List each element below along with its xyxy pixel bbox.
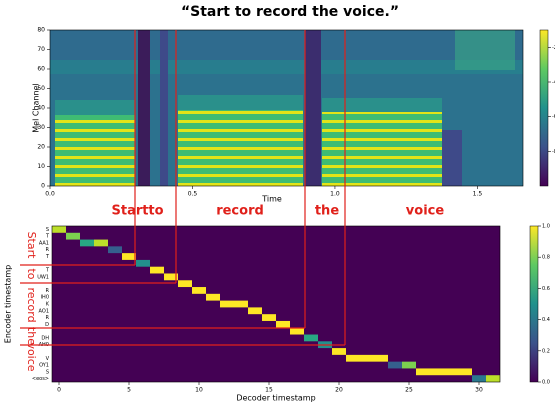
attention-cell (402, 362, 416, 369)
y-tick-label: 50 (37, 85, 45, 92)
y-tick-label: OY1 (39, 363, 49, 369)
attention-cell (122, 253, 136, 260)
attention-cell (192, 287, 206, 294)
y-tick-label: R (46, 247, 50, 253)
y-tick-label: R (46, 288, 50, 294)
colorbar-tick-label: 0.6 (542, 286, 550, 292)
attention-cell (234, 301, 248, 308)
y-tick-label: 80 (37, 27, 45, 34)
x-tick-label: 20 (335, 387, 343, 394)
y-tick-label: T (45, 234, 50, 240)
y-tick-label: T (45, 254, 50, 260)
figure: “Start to record the voice.” Time Mel Ch… (0, 0, 555, 405)
attention-cell (388, 362, 402, 369)
y-tick-label: R (46, 315, 50, 321)
attention-cell (444, 368, 458, 375)
attention-cell (346, 355, 360, 362)
word-label: to (25, 268, 38, 279)
y-tick-label: S (46, 369, 49, 375)
colorbar (530, 226, 538, 382)
attention-cell (94, 240, 108, 247)
y-tick-label: 60 (37, 66, 45, 73)
attention-cell (360, 355, 374, 362)
attention-cell (290, 328, 304, 335)
colorbar-tick-label: 0.2 (542, 348, 550, 354)
x-tick-label: 15 (265, 387, 273, 394)
attention-cell (178, 280, 192, 287)
y-tick-label: UW1 (37, 274, 49, 280)
colorbar-tick-label: 1.0 (542, 224, 550, 230)
attention-cell (416, 368, 430, 375)
y-tick-label: IH0 (41, 295, 49, 301)
attention-cell (332, 348, 346, 355)
y-tick-label: 0 (41, 183, 45, 190)
x-axis-label: Time (261, 195, 282, 204)
x-tick-label: 1.5 (473, 191, 483, 198)
attention-cell (430, 368, 444, 375)
y-tick-label: K (46, 302, 50, 308)
attention-cell (108, 246, 122, 253)
x-tick-label: 25 (405, 387, 413, 394)
x-tick-label: 0 (57, 387, 61, 394)
attention-cell (276, 321, 290, 328)
colorbar-tick-label: 0.0 (542, 380, 550, 386)
attention-cell (262, 314, 276, 321)
title: “Start to record the voice.” (181, 4, 399, 20)
word-label: voice (25, 342, 38, 371)
y-tick-label: AA1 (39, 240, 49, 246)
y-tick-label: S (46, 227, 49, 233)
attention-cell (52, 226, 66, 233)
x-axis-label: Decoder timestamp (236, 394, 315, 403)
y-tick-label: 20 (37, 144, 45, 151)
attention-cell (150, 267, 164, 274)
word-label: record (216, 204, 264, 219)
x-tick-label: 0.5 (188, 191, 198, 198)
attention-cell (206, 294, 220, 301)
x-tick-label: 0.0 (45, 191, 55, 198)
attention-cell (374, 355, 388, 362)
attention-cell (136, 260, 150, 267)
y-tick-label: D (45, 322, 49, 328)
colorbar-tick-label: 0.8 (542, 255, 550, 261)
y-tick-label: 40 (37, 105, 45, 112)
word-label: to (148, 204, 163, 219)
x-tick-label: 30 (475, 387, 483, 394)
attention-cell (66, 233, 80, 240)
colorbar (540, 30, 548, 186)
word-label: Start (112, 204, 149, 219)
attention-cell (220, 301, 234, 308)
word-label: voice (406, 204, 445, 219)
y-tick-label: 10 (37, 163, 45, 170)
word-label: the (315, 204, 339, 219)
colorbar-tick-label: 0.4 (542, 317, 550, 323)
y-tick-label: AO1 (39, 308, 49, 314)
y-tick-label: T (45, 268, 50, 274)
attention-cell (80, 240, 94, 247)
y-tick-label: V (46, 356, 50, 362)
x-tick-label: 5 (127, 387, 131, 394)
y-tick-label: <eos> (32, 376, 49, 382)
y-tick-label: DH (41, 335, 49, 341)
attention-cell (248, 307, 262, 314)
spectrogram (50, 30, 523, 186)
attention-cell (304, 335, 318, 342)
y-tick-label: 30 (37, 124, 45, 131)
y-tick-label: 70 (37, 46, 45, 53)
attention-cell (472, 375, 486, 382)
x-tick-label: 10 (195, 387, 203, 394)
x-tick-label: 1.0 (330, 191, 340, 198)
alignment-plot (52, 226, 500, 382)
y-axis-label: Encoder timestamp (4, 265, 13, 343)
attention-cell (486, 375, 500, 382)
word-label: Start (25, 232, 38, 260)
word-label: record (25, 287, 38, 322)
attention-cell (458, 368, 472, 375)
